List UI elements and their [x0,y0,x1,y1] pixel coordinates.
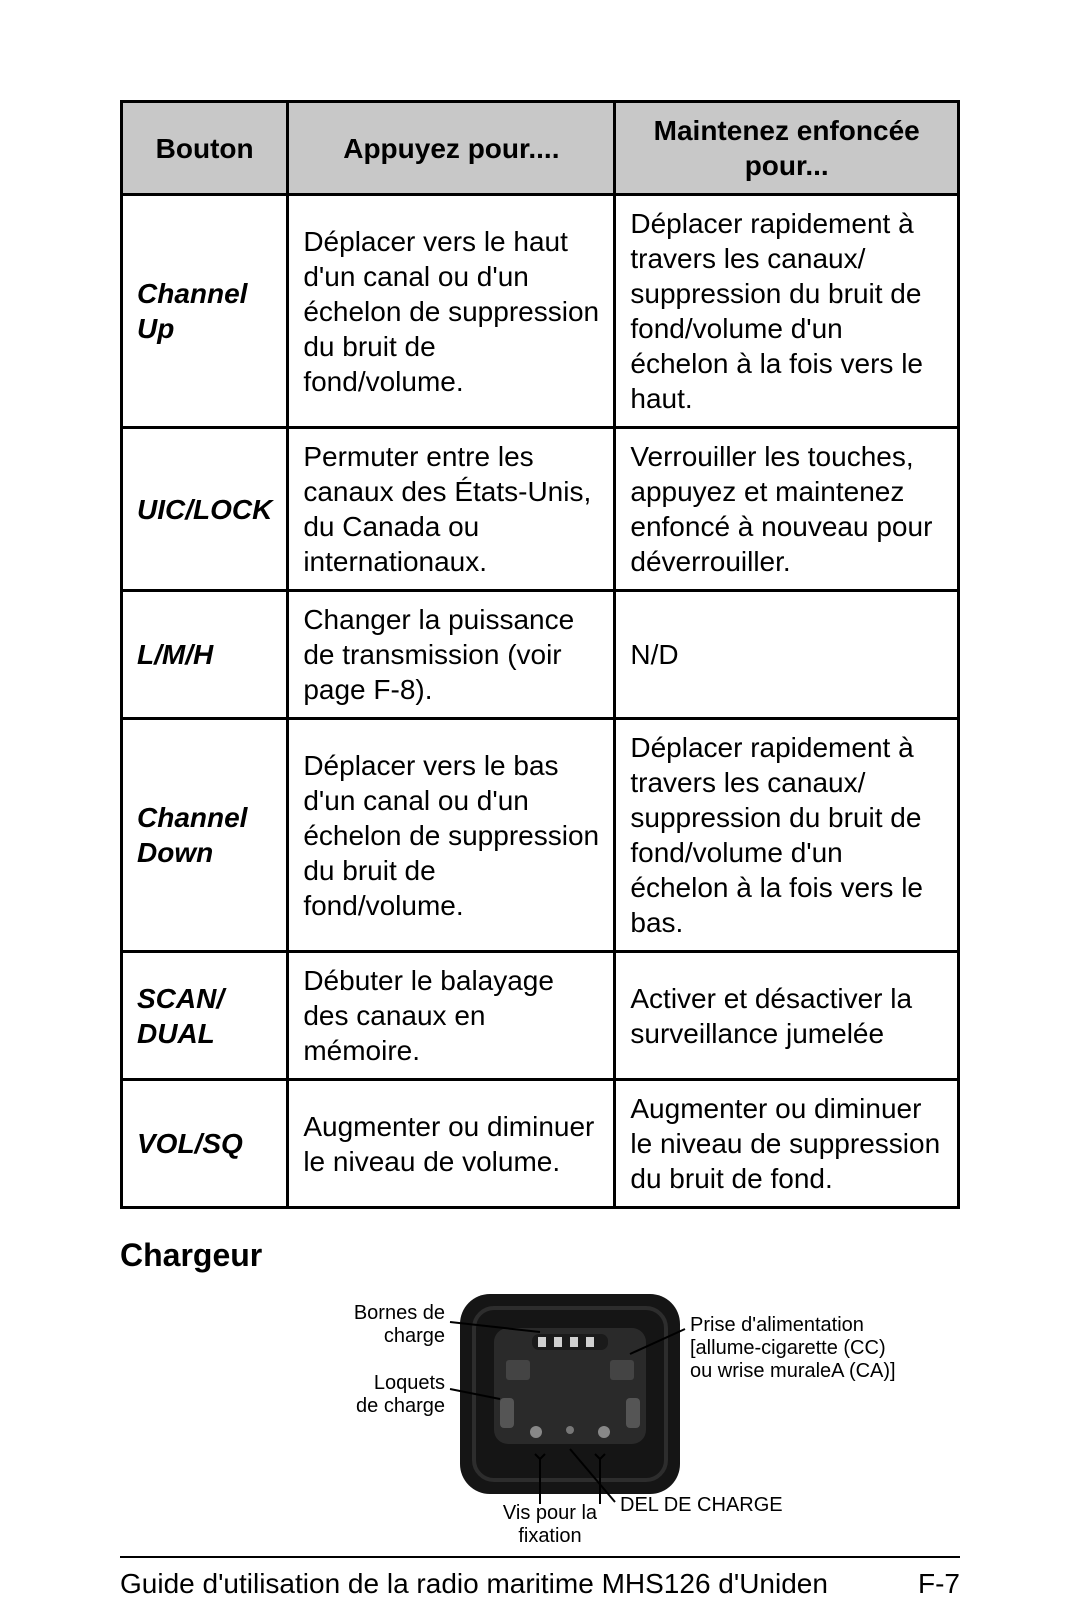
cell-hold: N/D [615,591,959,719]
charge-led-icon [566,1426,574,1434]
table-row: VOL/SQ Augmenter ou diminuer le niveau d… [122,1080,959,1208]
charger-well-icon [494,1328,646,1444]
col-header-press: Appuyez pour.... [288,102,615,195]
label-power-jack: Prise d'alimentation [allume-cigarette (… [690,1314,920,1383]
cell-hold: Verrouiller les touches, appuyez et main… [615,428,959,591]
table-row: Channel Up Déplacer vers le haut d'un ca… [122,195,959,428]
cell-press: Permuter entre les canaux des États-Unis… [288,428,615,591]
cell-press: Changer la puissance de transmission (vo… [288,591,615,719]
cell-hold: Activer et désactiver la surveillance ju… [615,952,959,1080]
cell-press: Déplacer vers le bas d'un canal ou d'un … [288,719,615,952]
manual-page: Bouton Appuyez pour.... Maintenez enfonc… [0,0,1080,1498]
contact-pin-icon [570,1337,578,1347]
cell-hold: Déplacer rapidement à travers les canaux… [615,719,959,952]
label-mounting-screws: Vis pour la fixation [490,1502,610,1548]
contact-pin-icon [586,1337,594,1347]
port-slot-icon [610,1360,634,1380]
cell-button-name: L/M/H [122,591,288,719]
footer-page-number: F-7 [918,1568,960,1600]
table-header-row: Bouton Appuyez pour.... Maintenez enfonc… [122,102,959,195]
cell-button-name: UIC/LOCK [122,428,288,591]
table-row: L/M/H Changer la puissance de transmissi… [122,591,959,719]
cell-press: Débuter le balayage des canaux en mémoir… [288,952,615,1080]
port-slot-icon [506,1360,530,1380]
cell-button-name: Channel Down [122,719,288,952]
col-header-hold: Maintenez enfoncée pour... [615,102,959,195]
label-charge-contacts: Bornes de charge [270,1302,445,1348]
table-row: Channel Down Déplacer vers le bas d'un c… [122,719,959,952]
cell-press: Augmenter ou diminuer le niveau de volum… [288,1080,615,1208]
cell-hold: Augmenter ou diminuer le niveau de suppr… [615,1080,959,1208]
cell-button-name: SCAN/ DUAL [122,952,288,1080]
button-functions-table: Bouton Appuyez pour.... Maintenez enfonc… [120,100,960,1209]
charge-latch-icon [626,1398,640,1428]
cell-button-name: VOL/SQ [122,1080,288,1208]
cell-press: Déplacer vers le haut d'un canal ou d'un… [288,195,615,428]
footer-guide-title: Guide d'utilisation de la radio maritime… [120,1568,828,1600]
page-footer: Guide d'utilisation de la radio maritime… [120,1556,960,1600]
mounting-screw-icon [530,1426,542,1438]
section-heading-chargeur: Chargeur [120,1237,960,1274]
mounting-screw-icon [598,1426,610,1438]
label-charge-latches: Loquets de charge [270,1372,445,1418]
charge-latch-icon [500,1398,514,1428]
contact-pin-icon [538,1337,546,1347]
cell-hold: Déplacer rapidement à travers les canaux… [615,195,959,428]
table-row: UIC/LOCK Permuter entre les canaux des É… [122,428,959,591]
cell-button-name: Channel Up [122,195,288,428]
col-header-button: Bouton [122,102,288,195]
contact-pin-icon [554,1337,562,1347]
table-row: SCAN/ DUAL Débuter le balayage des canau… [122,952,959,1080]
charger-body-icon [460,1294,680,1494]
contact-strip-icon [532,1334,608,1350]
charger-diagram: Bornes de charge Loquets de charge Prise… [120,1284,960,1544]
label-charge-led: DEL DE CHARGE [620,1494,820,1517]
